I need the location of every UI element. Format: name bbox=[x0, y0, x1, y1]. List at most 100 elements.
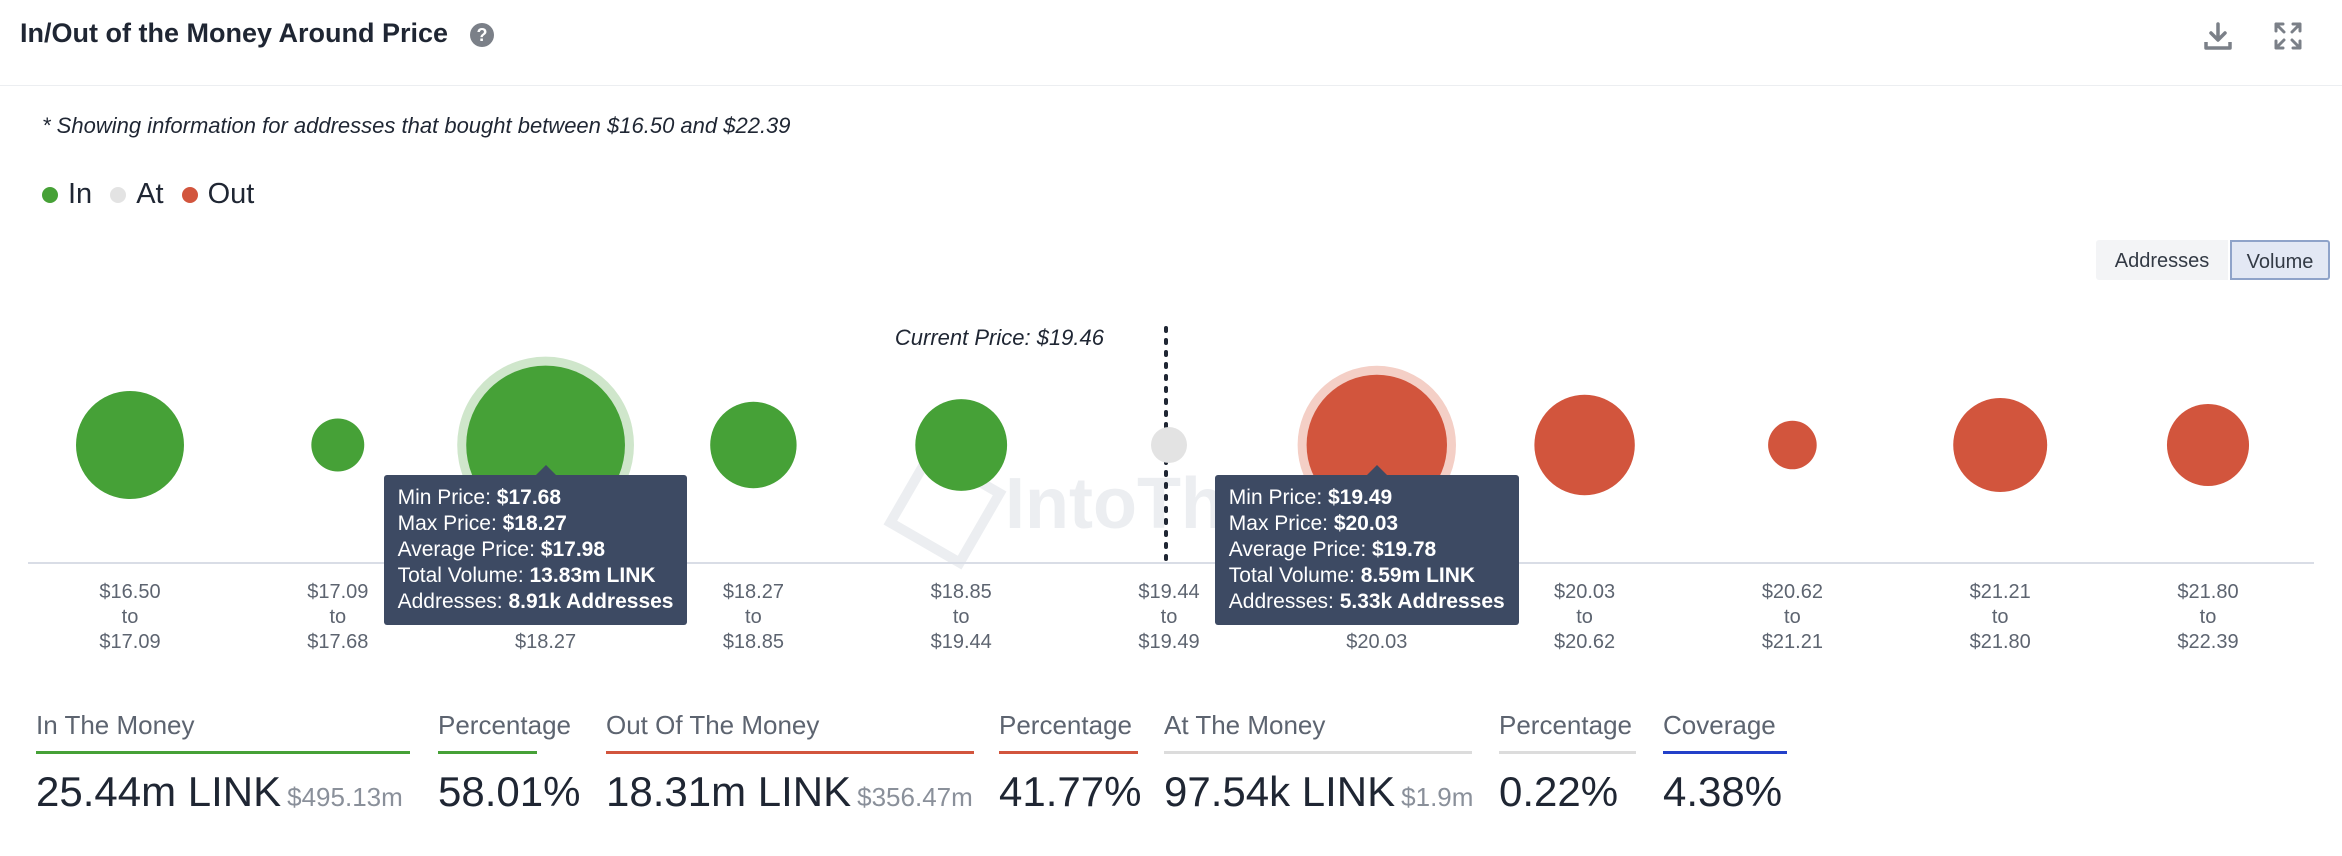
tick-label-to-0: $17.09 bbox=[99, 631, 160, 653]
tick-label-to-9: $21.80 bbox=[1970, 631, 2031, 653]
tick-label-from-9: $21.21 bbox=[1970, 581, 2031, 603]
bubble-3 bbox=[710, 401, 797, 489]
stat-main-value: 25.44m LINK bbox=[36, 768, 282, 815]
help-icon[interactable]: ? bbox=[470, 23, 494, 47]
stat-underline bbox=[606, 751, 974, 754]
stat-label: Out Of The Money bbox=[606, 710, 820, 740]
range-note: * Showing information for addresses that… bbox=[42, 113, 791, 138]
stat-block-5: Percentage 0.22% bbox=[1499, 710, 1636, 816]
tooltip-value: $19.49 bbox=[1327, 486, 1393, 509]
stat-main-value: 41.77% bbox=[999, 768, 1142, 815]
tooltip-value: 8.59m LINK bbox=[1360, 564, 1476, 587]
bubble-0 bbox=[76, 391, 184, 499]
tick-label-to-3: $18.85 bbox=[723, 631, 784, 653]
tick-label-to-word-5: to bbox=[1161, 606, 1178, 628]
tick-label-from-7: $20.03 bbox=[1554, 581, 1615, 603]
tick-label-to-4: $19.44 bbox=[931, 631, 992, 653]
legend-item-out[interactable]: Out bbox=[181, 178, 255, 211]
tooltip-value: $18.27 bbox=[502, 512, 567, 535]
stat-value: 0.22% bbox=[1499, 768, 1636, 816]
stat-value: 18.31m LINK $356.47m bbox=[606, 768, 974, 816]
tooltip-label: Max Price: bbox=[1228, 512, 1334, 535]
stat-underline bbox=[1499, 751, 1636, 754]
legend-label-at: At bbox=[136, 178, 164, 210]
stat-usd-value: $356.47m bbox=[857, 782, 973, 812]
stat-value: 97.54k LINK $1.9m bbox=[1164, 768, 1473, 816]
tooltip-label: Average Price: bbox=[1228, 538, 1372, 561]
widget-header: In/Out of the Money Around Price ? bbox=[0, 0, 2342, 86]
tooltip-value: 13.83m LINK bbox=[529, 564, 656, 587]
stat-label: Percentage bbox=[1499, 710, 1632, 740]
legend-item-in[interactable]: In bbox=[42, 178, 92, 211]
stat-label: Percentage bbox=[999, 710, 1132, 740]
tick-label-from-4: $18.85 bbox=[931, 581, 992, 603]
tick-label-from-10: $21.80 bbox=[2177, 581, 2238, 603]
bubble-1 bbox=[311, 418, 365, 472]
tick-label-to-word-7: to bbox=[1576, 606, 1593, 628]
tooltip-row-volume: Total Volume: 13.83m LINK bbox=[398, 563, 674, 589]
tooltip-row-addresses: Addresses: 5.33k Addresses bbox=[1229, 589, 1505, 615]
tick-label-to-2: $18.27 bbox=[515, 631, 576, 653]
tooltip-label: Min Price: bbox=[397, 486, 497, 509]
stat-value: 41.77% bbox=[999, 768, 1142, 816]
stat-main-value: 18.31m LINK bbox=[606, 768, 852, 815]
tooltip-row-min-price: Min Price: $17.68 bbox=[398, 485, 674, 511]
volume-toggle-button[interactable]: Volume bbox=[2230, 240, 2330, 280]
tick-label-from-0: $16.50 bbox=[99, 581, 160, 603]
stat-label: Percentage bbox=[438, 710, 571, 740]
tick-label-to-word-4: to bbox=[953, 606, 970, 628]
stat-block-6: Coverage 4.38% bbox=[1663, 710, 1787, 816]
stat-label: At The Money bbox=[1164, 710, 1326, 740]
stat-underline bbox=[999, 751, 1138, 754]
tooltip-bucket-2: Min Price: $17.68 Max Price: $18.27 Averag… bbox=[383, 465, 688, 625]
download-icon[interactable] bbox=[2202, 20, 2234, 52]
tooltip-row-addresses: Addresses: 8.91k Addresses bbox=[398, 589, 674, 615]
tooltip-label: Max Price: bbox=[397, 512, 503, 535]
legend-dot-in bbox=[42, 186, 58, 203]
bubble-5 bbox=[1151, 427, 1187, 463]
tooltip-value: 5.33k Addresses bbox=[1339, 590, 1505, 613]
stat-underline bbox=[1164, 751, 1472, 754]
widget-title: In/Out of the Money Around Price bbox=[20, 18, 449, 48]
stat-main-value: 58.01% bbox=[438, 768, 581, 815]
tooltip-row-volume: Total Volume: 8.59m LINK bbox=[1229, 563, 1505, 589]
tick-label-from-3: $18.27 bbox=[723, 581, 784, 603]
tooltip-label: Average Price: bbox=[397, 538, 541, 561]
tooltip-row-min-price: Min Price: $19.49 bbox=[1229, 485, 1505, 511]
tooltip-arrow bbox=[535, 465, 556, 475]
stat-underline bbox=[36, 751, 410, 754]
stat-block-2: Out Of The Money 18.31m LINK $356.47m bbox=[606, 710, 974, 816]
tick-label-to-word-0: to bbox=[122, 606, 139, 628]
tick-label-to-word-1: to bbox=[329, 606, 346, 628]
bubble-8 bbox=[1768, 420, 1817, 470]
tick-label-from-1: $17.09 bbox=[307, 581, 368, 603]
tooltip-bucket-6: Min Price: $19.49 Max Price: $20.03 Averag… bbox=[1214, 465, 1519, 625]
tick-label-to-8: $21.21 bbox=[1762, 631, 1823, 653]
stat-label: Coverage bbox=[1663, 710, 1776, 740]
tooltip-value: 8.91k Addresses bbox=[508, 590, 674, 613]
bubble-7 bbox=[1534, 394, 1635, 496]
legend-label-in: In bbox=[68, 178, 93, 210]
tick-label-from-8: $20.62 bbox=[1762, 581, 1823, 603]
tooltip-row-max-price: Max Price: $20.03 bbox=[1229, 511, 1505, 537]
stat-usd-value: $495.13m bbox=[287, 782, 403, 812]
stat-block-3: Percentage 41.77% bbox=[999, 710, 1142, 816]
tick-label-to-5: $19.49 bbox=[1138, 631, 1199, 653]
stat-underline bbox=[1663, 751, 1787, 754]
tooltip-row-max-price: Max Price: $18.27 bbox=[398, 511, 674, 537]
legend-label-out: Out bbox=[207, 178, 255, 210]
tooltip-value: $20.03 bbox=[1333, 512, 1399, 535]
addresses-toggle-button[interactable]: Addresses bbox=[2096, 240, 2228, 280]
stat-main-value: 0.22% bbox=[1499, 768, 1619, 815]
tooltip-label: Min Price: bbox=[1228, 486, 1328, 509]
bubble-9 bbox=[1953, 398, 2048, 492]
tooltip-label: Addresses: bbox=[397, 590, 509, 613]
tick-label-to-word-8: to bbox=[1784, 606, 1801, 628]
stat-block-1: Percentage 58.01% bbox=[438, 710, 580, 816]
stat-value: 25.44m LINK $495.13m bbox=[36, 768, 410, 816]
expand-icon[interactable] bbox=[2272, 20, 2304, 52]
legend-item-at[interactable]: At bbox=[110, 178, 164, 211]
chart-legend: In At Out bbox=[42, 178, 272, 211]
current-price-label: Current Price: $19.46 bbox=[895, 325, 1105, 350]
